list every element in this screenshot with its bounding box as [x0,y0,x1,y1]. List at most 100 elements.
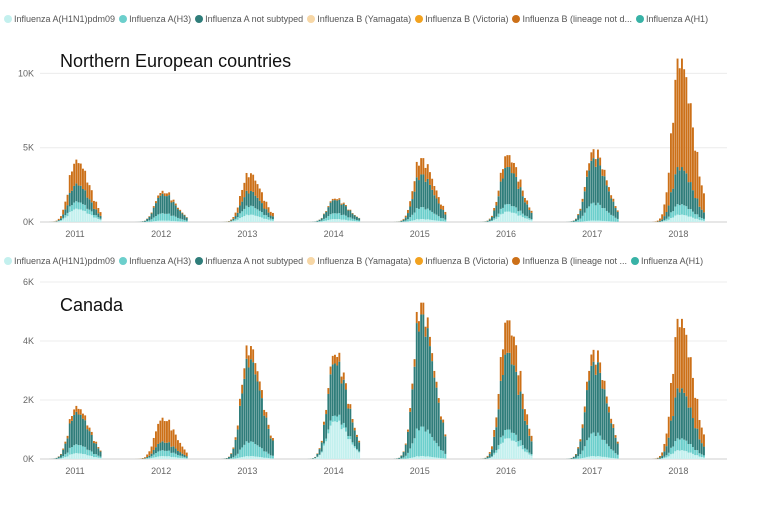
bar-segment [172,429,175,447]
bar-segment [347,217,350,221]
bar-segment [161,220,164,222]
bar-segment [444,453,447,459]
bar-segment [577,215,580,220]
bar-segment [86,182,89,198]
bar-segment [342,427,345,459]
bar-segment [517,215,520,222]
bar-segment [572,456,575,459]
bar-segment [95,201,98,210]
bar-segment [234,455,237,459]
bar-segment [594,436,597,457]
x-tick-label: 2017 [582,229,602,239]
season-group-2016 [480,320,533,459]
legend-item[interactable]: Influenza A(H1N1)pdm09 [4,256,115,266]
bar-segment [672,122,675,189]
bar-segment [506,352,509,430]
legend-item[interactable]: Influenza B (Yamagata) [307,14,411,24]
bar-segment [442,458,445,459]
bar-segment [353,447,356,459]
bar-segment [347,436,350,440]
bar-segment [97,447,100,449]
bar-segment [172,446,175,453]
bar-segment [250,205,252,215]
bar-segment [250,346,252,360]
legend-item[interactable]: Influenza A(H1) [636,14,708,24]
bar-segment [254,180,257,196]
bar-segment [610,198,613,215]
legend-item[interactable]: Influenza A not subtyped [195,14,303,24]
bar-segment [614,206,617,209]
bar-segment [435,457,438,459]
y-tick-label: 0K [23,454,34,464]
bar-segment [57,218,60,221]
bar-segment [440,221,442,222]
bar-segment [157,451,160,457]
bar-segment [243,368,246,379]
bar-segment [75,444,78,454]
bar-segment [676,167,679,205]
legend-item[interactable]: Influenza A(H3) [119,14,191,24]
bar-segment [665,212,668,219]
bar-segment [663,443,666,452]
bar-segment [269,438,272,456]
legend-item[interactable]: Influenza B (Victoria) [415,256,508,266]
bar-segment [506,211,509,222]
bar-segment [152,437,155,450]
bar-segment [411,220,414,222]
bar-segment [64,215,67,218]
bar-segment [73,414,76,446]
bar-segment [349,217,352,221]
legend-item[interactable]: Influenza A(H1) [631,256,703,266]
bar-segment [236,453,239,459]
bar-segment [661,452,664,456]
bar-segment [672,446,675,454]
bar-segment [86,213,89,222]
bar-segment [435,214,438,221]
bar-segment [252,206,255,215]
bar-segment [400,455,403,459]
bar-segment [347,210,350,218]
bar-segment [575,221,577,222]
bar-segment [256,445,259,457]
bar-segment [404,217,407,221]
x-tick-label: 2011 [65,466,84,476]
bar-segment [692,211,694,218]
legend-item[interactable]: Influenza A(H3) [119,256,191,266]
bar-segment [267,453,270,459]
bar-segment [570,458,573,459]
bar-segment [148,216,151,217]
legend-item[interactable]: Influenza A not subtyped [195,256,303,266]
bar-segment [665,455,668,458]
bar-segment [442,422,445,451]
bar-segment [517,394,520,442]
bar-segment [659,455,661,458]
bar-segment [342,379,345,423]
bar-segment [358,452,361,459]
legend-item[interactable]: Influenza B (lineage not d... [512,14,632,24]
bar-segment [663,204,666,217]
bar-segment [513,173,515,207]
bar-segment [349,404,352,409]
bar-segment [272,455,274,459]
bar-segment [444,214,447,220]
bar-segment [670,382,672,421]
bar-segment [510,206,513,213]
bar-segment [82,418,84,447]
bar-segment [265,201,268,210]
bar-segment [318,221,321,222]
legend-item[interactable]: Influenza B (lineage not ... [512,256,627,266]
season-group-2017 [566,149,619,222]
legend-item[interactable]: Influenza A(H1N1)pdm09 [4,14,115,24]
bar-segment [486,220,489,222]
bar-segment [88,455,91,459]
bar-segment [172,452,175,457]
bar-segment [517,211,520,216]
bar-segment [616,211,619,219]
bar-segment [612,458,615,459]
bar-segment [263,208,266,215]
bar-segment [234,218,237,221]
legend-item[interactable]: Influenza B (Yamagata) [307,256,411,266]
legend-item[interactable]: Influenza B (Victoria) [415,14,508,24]
bar-segment [336,422,339,459]
bar-segment [429,219,431,222]
